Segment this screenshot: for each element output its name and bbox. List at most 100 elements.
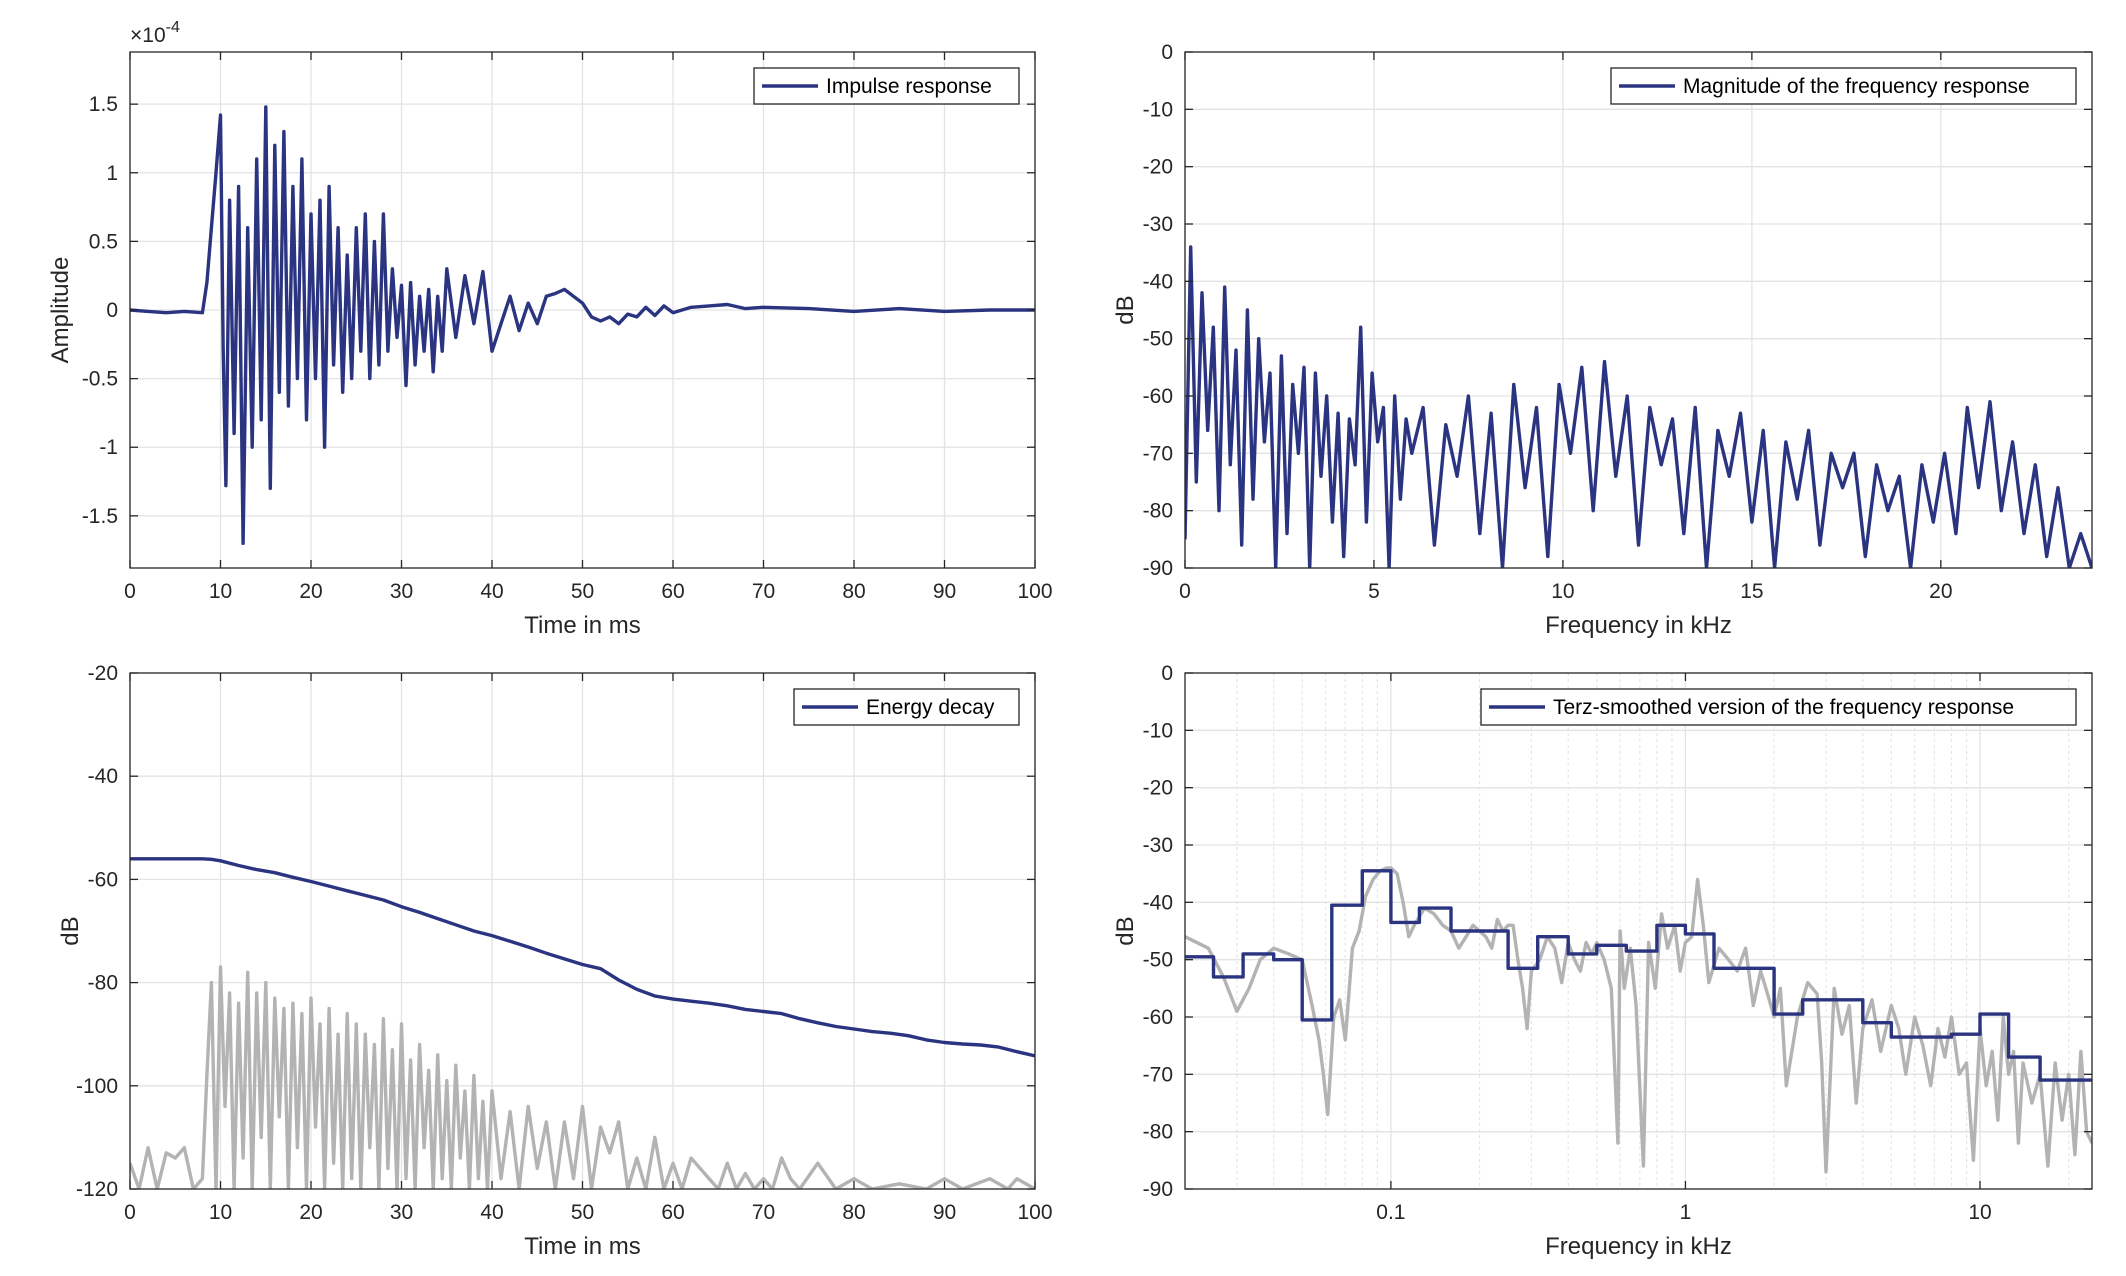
- x-tick-label: 60: [661, 580, 684, 603]
- axis-exponent: ×10-4: [130, 19, 180, 47]
- series-line: [130, 857, 1035, 1058]
- y-tick-label: 1.5: [89, 93, 118, 116]
- y-tick-label: -40: [1143, 270, 1173, 293]
- x-tick-label: 0.1: [1376, 1201, 1405, 1224]
- y-tick-label: -120: [76, 1178, 118, 1201]
- x-tick-label: 10: [1968, 1201, 1991, 1224]
- y-tick-label: -60: [1143, 1006, 1173, 1029]
- y-tick-label: -10: [1143, 98, 1173, 121]
- legend-label: Terz-smoothed version of the frequency r…: [1553, 696, 2014, 719]
- y-tick-label: -60: [88, 868, 118, 891]
- y-tick-label: -60: [1143, 385, 1173, 408]
- y-tick-label: -80: [1143, 500, 1173, 523]
- terz-smoothed-plot: 0.1 1 10 0 -10 -20 -30 -40 -50 -60 -70 -80 -90 Freque…: [1112, 662, 2093, 1260]
- y-tick-label: -0.5: [82, 368, 118, 391]
- x-tick-label: 100: [1017, 580, 1052, 603]
- legend-box: [1480, 688, 2077, 726]
- energy-decay-plot: 0 10 20 30 40 50 60 70 80 90 100 -20 -40 -60 -80 -100 -1…: [57, 662, 1053, 1260]
- x-tick-label: 0: [124, 580, 136, 603]
- y-tick-label: -10: [1143, 719, 1173, 742]
- y-tick-label: 1: [106, 162, 118, 185]
- x-tick-label: 30: [390, 1201, 413, 1224]
- impulse-response-plot: 0 10 20 30 40 50 60 70 80 90 100 -1.5 -1 -0.5 0 0.5 1 1.5…: [47, 19, 1053, 639]
- y-tick-label: -100: [76, 1075, 118, 1098]
- x-tick-label: 1: [1680, 1201, 1692, 1224]
- x-tick-label: 10: [209, 1201, 232, 1224]
- x-tick-label: 90: [933, 580, 956, 603]
- x-tick-label: 30: [390, 580, 413, 603]
- x-axis-label: Frequency in kHz: [1545, 612, 1732, 639]
- x-tick-label: 20: [299, 1201, 322, 1224]
- x-tick-label: 20: [299, 580, 322, 603]
- x-tick-label: 20: [1929, 580, 1952, 603]
- data-layer: [130, 857, 1035, 1189]
- x-tick-label: 5: [1368, 580, 1380, 603]
- x-axis-label: Time in ms: [524, 612, 640, 639]
- y-tick-label: -70: [1143, 1063, 1173, 1086]
- x-tick-label: 0: [124, 1201, 136, 1224]
- y-tick-label: -30: [1143, 213, 1173, 236]
- legend-label: Energy decay: [866, 696, 995, 719]
- x-tick-label: 80: [842, 580, 865, 603]
- y-tick-label: -80: [88, 972, 118, 995]
- x-axis-label: Time in ms: [524, 1233, 640, 1260]
- y-tick-label: -1: [99, 436, 118, 459]
- x-tick-label: 50: [571, 580, 594, 603]
- y-tick-label: -90: [1143, 1178, 1173, 1201]
- y-axis-label: Amplitude: [47, 257, 74, 364]
- y-tick-label: 0: [106, 299, 118, 322]
- x-axis-label: Frequency in kHz: [1545, 1233, 1732, 1260]
- axes-box: [1184, 672, 2093, 1190]
- data-layer: [1185, 245, 2092, 568]
- y-tick-label: -40: [1143, 891, 1173, 914]
- legend-box: [1610, 67, 2077, 105]
- legend: Energy decay: [793, 688, 1020, 726]
- x-tick-label: 40: [480, 1201, 503, 1224]
- axis-exponent-base: ×10: [130, 24, 166, 47]
- data-layer: [1185, 866, 2092, 1174]
- y-tick-label: -20: [1143, 777, 1173, 800]
- x-tick-label: 40: [480, 580, 503, 603]
- y-tick-label: -80: [1143, 1121, 1173, 1144]
- axis-exponent-power: -4: [166, 19, 180, 36]
- gray-series-line: [1185, 866, 2092, 1174]
- y-tick-label: -90: [1143, 557, 1173, 580]
- data-layer: [130, 105, 1035, 545]
- y-tick-label: 0.5: [89, 230, 118, 253]
- x-tick-label: 10: [209, 580, 232, 603]
- x-tick-label: 10: [1551, 580, 1574, 603]
- legend: Terz-smoothed version of the frequency r…: [1480, 688, 2077, 726]
- x-tick-label: 70: [752, 1201, 775, 1224]
- plot-area: [1185, 673, 2092, 1189]
- y-tick-label: -70: [1143, 442, 1173, 465]
- y-tick-label: -1.5: [82, 505, 118, 528]
- x-tick-label: 80: [842, 1201, 865, 1224]
- series-line: [130, 105, 1035, 545]
- y-tick-label: -50: [1143, 328, 1173, 351]
- frequency-magnitude-plot: 0 5 10 15 20 0 -10 -20 -30 -40 -50 -60 -70 -80 -90 Freq…: [1112, 41, 2093, 639]
- y-tick-label: -30: [1143, 834, 1173, 857]
- y-axis-label: dB: [1112, 916, 1139, 945]
- x-tick-label: 60: [661, 1201, 684, 1224]
- x-tick-label: 50: [571, 1201, 594, 1224]
- legend: Magnitude of the frequency response: [1610, 67, 2077, 105]
- x-tick-label: 90: [933, 1201, 956, 1224]
- x-tick-label: 70: [752, 580, 775, 603]
- x-tick-label: 15: [1740, 580, 1763, 603]
- y-axis-label: dB: [57, 916, 84, 945]
- y-tick-label: -50: [1143, 949, 1173, 972]
- series-line: [1185, 869, 2092, 1082]
- legend-label: Magnitude of the frequency response: [1683, 75, 2030, 98]
- plot-area: [1185, 52, 2092, 568]
- axes-box: [1184, 51, 2093, 569]
- y-tick-label: -40: [88, 765, 118, 788]
- y-tick-label: -20: [1143, 156, 1173, 179]
- x-tick-label: 0: [1179, 580, 1191, 603]
- y-axis-label: dB: [1112, 295, 1139, 324]
- y-tick-label: 0: [1161, 41, 1173, 64]
- gray-series-line: [130, 965, 1035, 1189]
- series-line: [1185, 245, 2092, 568]
- y-tick-label: -20: [88, 662, 118, 685]
- legend: Impulse response: [753, 67, 1020, 105]
